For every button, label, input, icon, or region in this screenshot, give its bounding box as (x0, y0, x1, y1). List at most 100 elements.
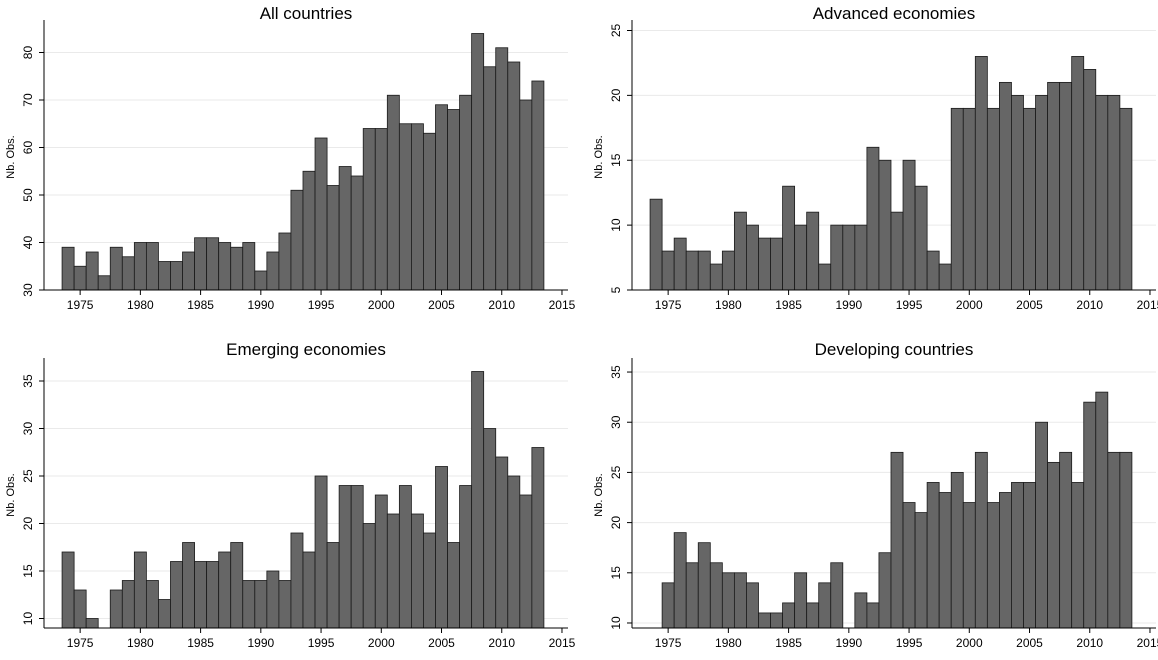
x-tick-label: 2000 (956, 636, 983, 650)
x-tick-label: 1980 (127, 298, 154, 312)
x-tick-label: 2000 (368, 636, 395, 650)
bar (709, 263, 723, 291)
x-tick-label: 1975 (655, 636, 682, 650)
bar (721, 250, 735, 291)
bar (1083, 69, 1097, 291)
x-tick-label: 1980 (715, 298, 742, 312)
bar (350, 175, 364, 291)
bar (1047, 461, 1061, 629)
x-tick-label: 2015 (1137, 298, 1158, 312)
x-tick-label: 1980 (715, 636, 742, 650)
chart-title: Emerging economies (226, 340, 386, 359)
bar (145, 580, 159, 629)
bar (507, 61, 521, 291)
bar (519, 99, 533, 291)
bar (866, 602, 880, 629)
bar (902, 502, 916, 629)
x-tick-label: 1990 (247, 636, 274, 650)
x-tick-label: 1990 (835, 298, 862, 312)
bar (73, 589, 87, 629)
bar (362, 128, 376, 291)
bar (411, 513, 424, 629)
bar (962, 107, 976, 291)
bar (685, 562, 699, 629)
bar (290, 189, 304, 291)
bar (507, 475, 521, 629)
bar (495, 47, 509, 291)
bar (1119, 107, 1133, 291)
bar (73, 265, 87, 291)
bar (206, 561, 220, 629)
y-axis-label: Nb. Obs. (593, 473, 605, 516)
bar (290, 532, 304, 629)
x-tick-label: 1995 (896, 298, 923, 312)
bar (338, 166, 352, 291)
bar (1083, 401, 1097, 629)
x-tick-label: 1990 (835, 636, 862, 650)
y-tick-label: 10 (21, 612, 35, 626)
bar (386, 513, 400, 629)
chart-panel-3: 10 15 20 25 30 35 1975 1980 1985 1990 1995 2000 2005… (593, 340, 1158, 650)
bar (685, 250, 699, 291)
bar (806, 602, 820, 629)
bar (423, 532, 436, 629)
bar (830, 562, 844, 629)
bar (758, 237, 771, 291)
y-tick-label: 40 (21, 236, 35, 250)
y-tick-label: 25 (609, 23, 623, 37)
bar (794, 224, 808, 291)
bar (866, 146, 880, 291)
bar (1071, 56, 1085, 291)
x-tick-label: 2005 (428, 636, 455, 650)
bar (326, 542, 340, 629)
bar (806, 211, 820, 291)
x-tick-label: 1995 (896, 636, 923, 650)
bar (435, 466, 448, 629)
bar (121, 256, 135, 291)
y-tick-label: 30 (21, 422, 35, 436)
bar (890, 451, 904, 629)
x-tick-label: 2005 (1016, 636, 1043, 650)
bar (302, 551, 316, 629)
bar (878, 159, 892, 291)
bar (194, 237, 208, 291)
bar (770, 612, 783, 629)
y-tick-label: 15 (21, 564, 35, 578)
y-tick-label: 25 (21, 469, 35, 483)
bar (374, 128, 388, 291)
bar (926, 250, 940, 291)
bar (133, 551, 147, 629)
bar (794, 572, 808, 629)
y-tick-label: 80 (21, 46, 35, 60)
bar (447, 542, 460, 629)
bar (121, 580, 135, 629)
bar (314, 137, 328, 291)
chart-title: Developing countries (815, 340, 974, 359)
x-tick-label: 2005 (1016, 298, 1043, 312)
x-tick-label: 2015 (549, 636, 576, 650)
x-tick-label: 1985 (187, 298, 214, 312)
bar (109, 589, 123, 629)
bar (999, 81, 1012, 291)
bar (1107, 94, 1121, 291)
x-tick-label: 2015 (1137, 636, 1158, 650)
bar (471, 33, 485, 291)
y-tick-label: 20 (609, 88, 623, 102)
bar (1023, 107, 1036, 291)
bar (926, 482, 940, 629)
bar (782, 185, 796, 291)
y-tick-label: 50 (21, 188, 35, 202)
bar (974, 56, 988, 291)
bar (459, 485, 473, 629)
bar (950, 107, 964, 291)
bar (1095, 94, 1109, 291)
bar (170, 561, 183, 629)
bar (471, 371, 485, 629)
bar (398, 123, 412, 291)
bar (1035, 94, 1048, 291)
x-tick-label: 2010 (488, 636, 515, 650)
y-tick-label: 35 (21, 374, 35, 388)
bar (302, 170, 316, 291)
bar (182, 542, 195, 629)
bar (1035, 421, 1048, 629)
